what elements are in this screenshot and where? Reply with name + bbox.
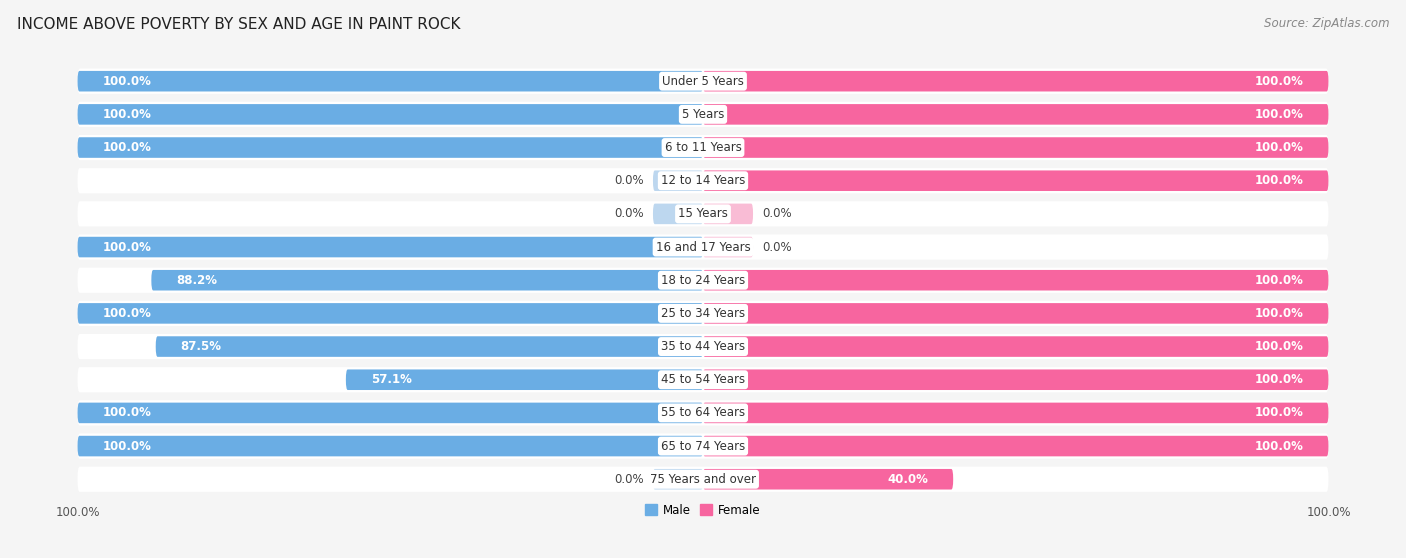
FancyBboxPatch shape: [77, 466, 1329, 492]
FancyBboxPatch shape: [652, 469, 703, 489]
Legend: Male, Female: Male, Female: [641, 499, 765, 521]
FancyBboxPatch shape: [703, 469, 953, 489]
FancyBboxPatch shape: [652, 204, 703, 224]
FancyBboxPatch shape: [77, 69, 1329, 94]
FancyBboxPatch shape: [152, 270, 703, 291]
Text: 100.0%: 100.0%: [103, 307, 152, 320]
Text: 25 to 34 Years: 25 to 34 Years: [661, 307, 745, 320]
FancyBboxPatch shape: [77, 436, 703, 456]
Text: 0.0%: 0.0%: [762, 240, 792, 253]
FancyBboxPatch shape: [703, 369, 1329, 390]
FancyBboxPatch shape: [703, 303, 1329, 324]
Text: 45 to 54 Years: 45 to 54 Years: [661, 373, 745, 386]
FancyBboxPatch shape: [703, 71, 1329, 92]
Text: 100.0%: 100.0%: [1254, 75, 1303, 88]
Text: 18 to 24 Years: 18 to 24 Years: [661, 274, 745, 287]
Text: INCOME ABOVE POVERTY BY SEX AND AGE IN PAINT ROCK: INCOME ABOVE POVERTY BY SEX AND AGE IN P…: [17, 17, 460, 32]
FancyBboxPatch shape: [77, 268, 1329, 293]
Text: 57.1%: 57.1%: [371, 373, 412, 386]
Text: 100.0%: 100.0%: [1254, 174, 1303, 187]
FancyBboxPatch shape: [703, 137, 1329, 158]
Text: 75 Years and over: 75 Years and over: [650, 473, 756, 486]
FancyBboxPatch shape: [156, 336, 703, 357]
FancyBboxPatch shape: [703, 104, 1329, 124]
FancyBboxPatch shape: [703, 237, 754, 257]
FancyBboxPatch shape: [77, 201, 1329, 227]
Text: 40.0%: 40.0%: [887, 473, 928, 486]
FancyBboxPatch shape: [77, 367, 1329, 392]
Text: 6 to 11 Years: 6 to 11 Years: [665, 141, 741, 154]
Text: 0.0%: 0.0%: [614, 473, 644, 486]
FancyBboxPatch shape: [77, 135, 1329, 160]
FancyBboxPatch shape: [77, 434, 1329, 459]
Text: 100.0%: 100.0%: [1254, 340, 1303, 353]
Text: 16 and 17 Years: 16 and 17 Years: [655, 240, 751, 253]
Text: 100.0%: 100.0%: [103, 141, 152, 154]
Text: 87.5%: 87.5%: [181, 340, 222, 353]
Text: 12 to 14 Years: 12 to 14 Years: [661, 174, 745, 187]
Text: 100.0%: 100.0%: [103, 108, 152, 121]
FancyBboxPatch shape: [346, 369, 703, 390]
Text: 100.0%: 100.0%: [1254, 141, 1303, 154]
Text: 100.0%: 100.0%: [103, 240, 152, 253]
FancyBboxPatch shape: [77, 168, 1329, 193]
Text: 0.0%: 0.0%: [614, 208, 644, 220]
FancyBboxPatch shape: [77, 104, 703, 124]
Text: 100.0%: 100.0%: [103, 75, 152, 88]
Text: 5 Years: 5 Years: [682, 108, 724, 121]
Text: 100.0%: 100.0%: [1254, 406, 1303, 420]
FancyBboxPatch shape: [77, 237, 703, 257]
FancyBboxPatch shape: [703, 336, 1329, 357]
Text: 35 to 44 Years: 35 to 44 Years: [661, 340, 745, 353]
Text: 100.0%: 100.0%: [1254, 373, 1303, 386]
FancyBboxPatch shape: [703, 403, 1329, 423]
FancyBboxPatch shape: [652, 170, 703, 191]
Text: 100.0%: 100.0%: [103, 406, 152, 420]
Text: 100.0%: 100.0%: [1254, 307, 1303, 320]
FancyBboxPatch shape: [703, 270, 1329, 291]
FancyBboxPatch shape: [77, 102, 1329, 127]
Text: 15 Years: 15 Years: [678, 208, 728, 220]
Text: 55 to 64 Years: 55 to 64 Years: [661, 406, 745, 420]
FancyBboxPatch shape: [77, 71, 703, 92]
Text: Under 5 Years: Under 5 Years: [662, 75, 744, 88]
Text: 0.0%: 0.0%: [614, 174, 644, 187]
Text: 100.0%: 100.0%: [1254, 440, 1303, 453]
FancyBboxPatch shape: [77, 234, 1329, 259]
Text: 65 to 74 Years: 65 to 74 Years: [661, 440, 745, 453]
FancyBboxPatch shape: [77, 301, 1329, 326]
FancyBboxPatch shape: [77, 137, 703, 158]
FancyBboxPatch shape: [77, 334, 1329, 359]
Text: 100.0%: 100.0%: [103, 440, 152, 453]
Text: 0.0%: 0.0%: [762, 208, 792, 220]
FancyBboxPatch shape: [703, 170, 1329, 191]
Text: Source: ZipAtlas.com: Source: ZipAtlas.com: [1264, 17, 1389, 30]
FancyBboxPatch shape: [77, 303, 703, 324]
FancyBboxPatch shape: [77, 403, 703, 423]
Text: 88.2%: 88.2%: [176, 274, 218, 287]
FancyBboxPatch shape: [77, 400, 1329, 426]
Text: 100.0%: 100.0%: [1254, 108, 1303, 121]
FancyBboxPatch shape: [703, 436, 1329, 456]
FancyBboxPatch shape: [703, 204, 754, 224]
Text: 100.0%: 100.0%: [1254, 274, 1303, 287]
